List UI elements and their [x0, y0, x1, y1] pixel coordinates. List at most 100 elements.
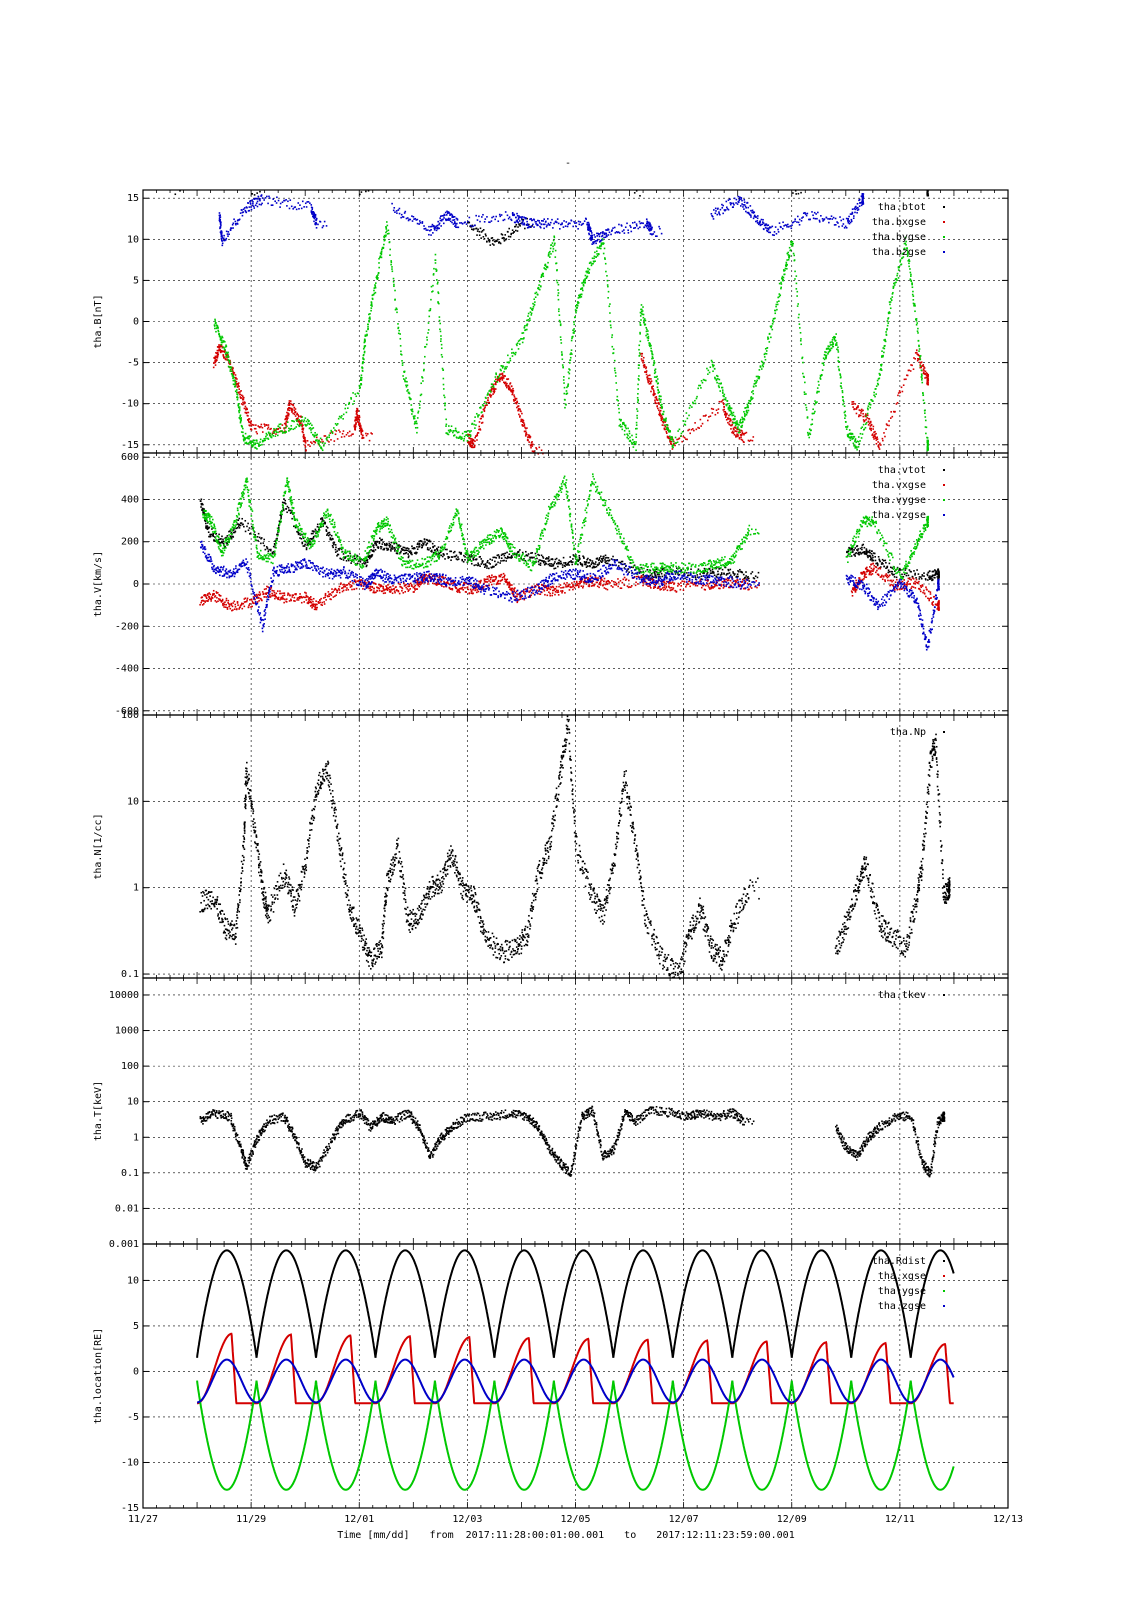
data-point: [644, 318, 646, 320]
data-point: [501, 365, 503, 367]
data-point: [515, 402, 518, 405]
data-point: [883, 432, 885, 434]
data-point: [822, 220, 824, 222]
data-point: [234, 374, 237, 376]
data-point: [361, 563, 364, 565]
data-point: [922, 399, 925, 402]
data-point: [748, 440, 751, 442]
data-point: [448, 212, 451, 214]
data-point: [738, 199, 741, 202]
data-point: [251, 441, 254, 443]
data-point: [277, 527, 280, 530]
data-point: [681, 440, 683, 443]
data-point: [305, 425, 307, 427]
data-point: [251, 199, 254, 201]
data-point: [734, 415, 736, 418]
data-point: [391, 545, 394, 547]
data-point: [740, 438, 743, 441]
data-point: [791, 240, 794, 243]
data-point: [852, 217, 855, 220]
data-point: [520, 338, 522, 340]
data-point: [657, 402, 660, 404]
data-point: [222, 341, 224, 343]
data-point: [533, 298, 536, 301]
data-point: [262, 440, 265, 442]
data-point: [914, 305, 916, 307]
data-point: [827, 345, 830, 347]
data-point: [871, 433, 874, 435]
data-point: [876, 438, 879, 441]
data-point: [459, 436, 461, 439]
data-point: [480, 415, 483, 418]
data-point: [806, 431, 809, 434]
data-point: [890, 299, 893, 302]
data-point: [825, 357, 827, 360]
data-point: [427, 332, 429, 334]
data-point: [657, 407, 659, 410]
data-point: [329, 537, 332, 539]
data-point: [831, 341, 833, 343]
data-point: [737, 426, 739, 428]
data-point: [524, 435, 527, 437]
data-point: [860, 437, 863, 439]
data-point: [288, 404, 291, 407]
data-point: [358, 416, 361, 419]
data-point: [653, 360, 655, 362]
data-point: [283, 422, 286, 425]
data-point: [924, 409, 926, 412]
data-point: [694, 399, 696, 402]
data-point: [728, 409, 731, 412]
data-point: [501, 377, 504, 380]
data-point: [289, 199, 292, 201]
data-point: [887, 322, 890, 324]
data-point: [809, 218, 811, 221]
data-point: [886, 424, 889, 427]
data-point: [639, 322, 641, 324]
data-point: [743, 417, 745, 420]
data-point: [651, 226, 653, 229]
data-point: [906, 247, 908, 249]
data-point: [600, 245, 603, 247]
data-point: [926, 442, 929, 444]
data-point: [225, 536, 227, 539]
data-point: [654, 235, 657, 237]
data-point: [272, 545, 275, 548]
data-point: [399, 333, 401, 335]
data-point: [375, 544, 378, 547]
data-point: [437, 291, 439, 293]
data-point: [585, 276, 588, 279]
data-point: [886, 328, 888, 331]
data-point: [361, 436, 364, 439]
data-point: [390, 547, 393, 549]
data-point: [551, 242, 554, 244]
data-point: [832, 216, 835, 219]
data-point: [286, 425, 288, 428]
data-point: [286, 421, 289, 424]
data-point: [740, 426, 743, 428]
data-point: [723, 398, 725, 401]
data-point: [299, 204, 301, 206]
data-point: [569, 222, 571, 225]
data-point: [739, 205, 742, 207]
series-group: [199, 473, 940, 651]
data-point: [482, 415, 484, 418]
data-point: [838, 360, 841, 363]
data-point: [360, 374, 363, 377]
data-point: [816, 392, 818, 394]
data-point: [926, 377, 928, 380]
data-point: [559, 228, 561, 230]
data-point: [728, 406, 731, 408]
data-point: [263, 538, 266, 541]
data-point: [285, 198, 287, 201]
data-point: [526, 319, 528, 322]
data-point: [444, 404, 446, 407]
data-point: [786, 259, 788, 261]
data-point: [332, 542, 335, 544]
data-point: [254, 427, 257, 430]
data-point: [866, 407, 869, 410]
data-point: [527, 312, 530, 315]
data-point: [792, 252, 795, 255]
data-point: [370, 301, 373, 303]
data-point: [540, 219, 543, 222]
